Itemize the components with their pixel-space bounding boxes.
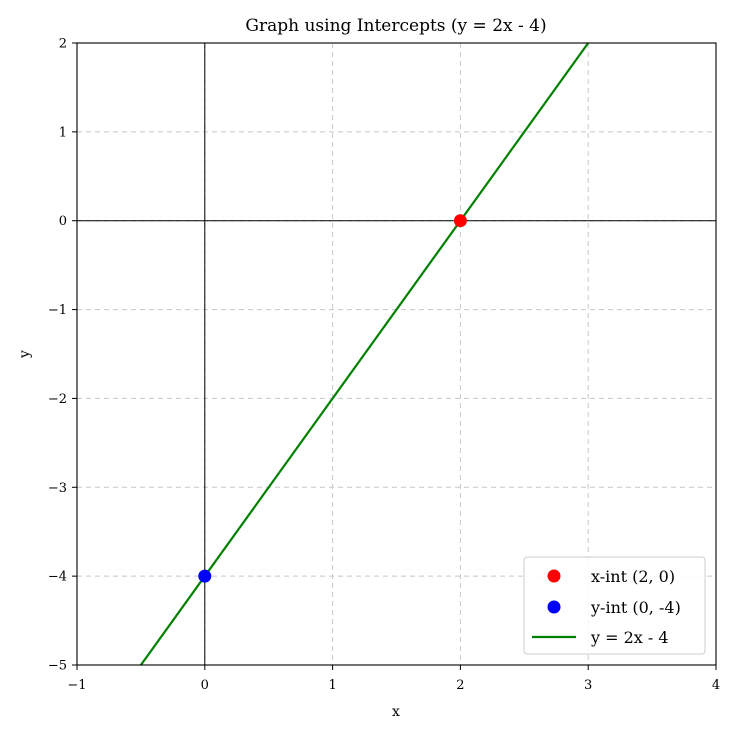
legend-marker [547,569,561,583]
y-tick-label: −1 [48,303,67,318]
x-tick-label: −1 [67,678,86,693]
legend-items: x-int (2, 0) y-int (0, -4) y = 2x - 4 [532,567,681,647]
series-layer [140,42,590,666]
legend-label: y-int (0, -4) [590,598,681,617]
y-tick-label: −5 [48,659,67,674]
x-tick-label: 1 [328,678,336,693]
y-tick-label: 2 [59,37,67,52]
x-tick-label: 3 [584,678,592,693]
legend-marker [547,600,561,614]
x-tick-label: 0 [201,678,209,693]
y-tick-label: 0 [59,214,67,229]
x-tick-label: 4 [712,678,720,693]
y-tick-label: −2 [48,392,67,407]
y-ticks: −5 −4 −3 −2 −1 0 1 2 [48,37,77,674]
y-tick-label: −3 [48,481,67,496]
y-intercept-point [198,569,212,583]
plot-frame [76,42,717,666]
y-tick-label: −4 [48,570,67,585]
legend-label: y = 2x - 4 [590,628,669,647]
y-tick-label: 1 [59,125,67,140]
legend: x-int (2, 0) y-int (0, -4) y = 2x - 4 [523,556,706,655]
x-axis-label: x [392,704,400,720]
legend-box [523,556,706,655]
x-intercept-point [453,214,467,228]
series-line [140,42,590,666]
x-tick-label: 2 [456,678,464,693]
y-axis-label: y [17,350,33,359]
reference-lines [77,43,716,665]
chart-title: Graph using Intercepts (y = 2x - 4) [245,16,546,36]
x-ticks: −1 0 1 2 3 4 [67,665,720,693]
legend-label: x-int (2, 0) [591,567,675,586]
